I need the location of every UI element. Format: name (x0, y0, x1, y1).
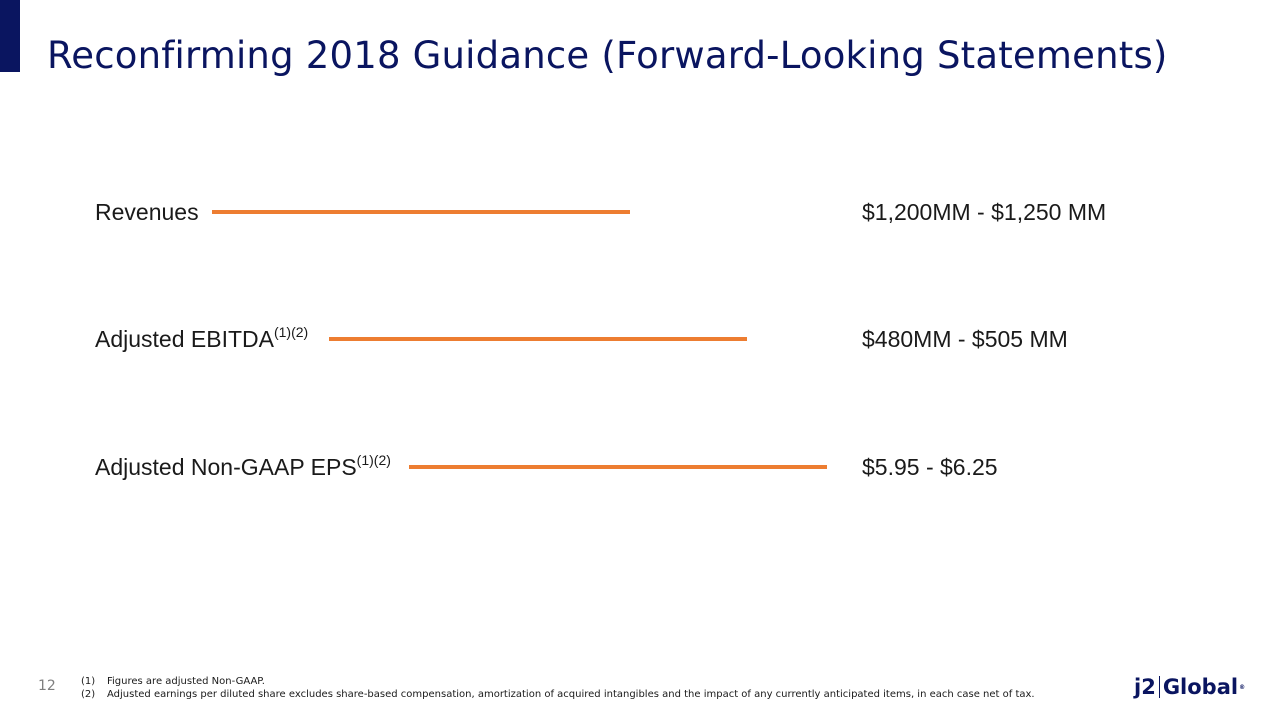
title-accent-bar (0, 0, 20, 72)
guidance-value: $480MM - $505 MM (862, 326, 1068, 352)
guidance-row-adjusted-ebitda: Adjusted EBITDA(1)(2) $480MM - $505 MM (0, 325, 1280, 365)
logo-divider (1158, 676, 1160, 698)
connector-line (212, 210, 630, 214)
company-logo: j2 Global ® (1134, 675, 1246, 699)
page-number: 12 (38, 678, 56, 694)
connector-line (329, 337, 747, 341)
footnote-number: (2) (81, 689, 96, 700)
guidance-label: Adjusted Non-GAAP EPS(1)(2) (95, 452, 391, 480)
footnote-item: (2) Adjusted earnings per diluted share e… (81, 688, 1035, 701)
footnote-number: (1) (81, 676, 96, 687)
connector-line (409, 465, 827, 469)
footnote-reference: (1)(2) (356, 452, 391, 468)
guidance-row-revenues: Revenues $1,200MM - $1,250 MM (0, 198, 1280, 238)
slide-title: Reconfirming 2018 Guidance (Forward-Look… (47, 34, 1168, 77)
guidance-value: $1,200MM - $1,250 MM (862, 199, 1107, 225)
footnote-reference: (1)(2) (273, 324, 309, 340)
footnote-text: Adjusted earnings per diluted share excl… (107, 689, 1035, 700)
footnote-item: (1) Figures are adjusted Non-GAAP. (81, 675, 1035, 688)
footnotes: (1) Figures are adjusted Non-GAAP. (2) Adj… (81, 675, 1035, 701)
footnote-text: Figures are adjusted Non-GAAP. (107, 676, 265, 687)
guidance-row-adjusted-eps: Adjusted Non-GAAP EPS(1)(2) $5.95 - $6.2… (0, 453, 1280, 493)
guidance-label: Revenues (95, 199, 199, 225)
guidance-label: Adjusted EBITDA(1)(2) (95, 324, 309, 352)
guidance-value: $5.95 - $6.25 (862, 454, 998, 480)
